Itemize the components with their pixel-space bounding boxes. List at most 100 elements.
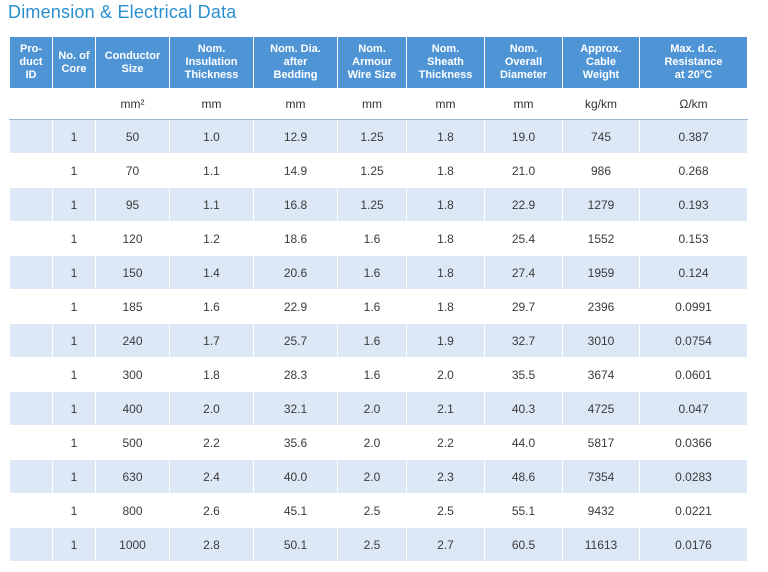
table-row: 1 185 1.6 22.9 1.6 1.8 29.7 2396 0.0991 [9, 289, 748, 324]
table-cell: 2.4 [169, 459, 254, 494]
table-cell: 1.1 [169, 187, 254, 222]
table-cell: 2396 [562, 289, 640, 324]
table-cell: 22.9 [484, 187, 563, 222]
table-cell: 0.0754 [639, 323, 748, 358]
table-cell: 1.4 [169, 255, 254, 290]
table-cell: 3674 [562, 357, 640, 392]
table-cell: 1.6 [337, 255, 407, 290]
table-cell: 2.0 [337, 425, 407, 460]
table-cell [9, 187, 53, 222]
column-header-overall-diameter: Nom. Overall Diameter [484, 36, 563, 89]
table-cell: 1.25 [337, 119, 407, 154]
table-cell: 60.5 [484, 527, 563, 562]
table-cell: 1552 [562, 221, 640, 256]
table-cell: 44.0 [484, 425, 563, 460]
table-cell: 21.0 [484, 153, 563, 188]
table-cell [9, 527, 53, 562]
table-cell: 2.8 [169, 527, 254, 562]
table-row: 1 240 1.7 25.7 1.6 1.9 32.7 3010 0.0754 [9, 323, 748, 358]
table-row: 1 95 1.1 16.8 1.25 1.8 22.9 1279 0.193 [9, 187, 748, 222]
table-cell: 20.6 [253, 255, 338, 290]
table-row: 1 400 2.0 32.1 2.0 2.1 40.3 4725 0.047 [9, 391, 748, 426]
table-cell: 12.9 [253, 119, 338, 154]
table-cell: 27.4 [484, 255, 563, 290]
table-cell: 2.5 [337, 493, 407, 528]
table-cell: 986 [562, 153, 640, 188]
table-cell: 18.6 [253, 221, 338, 256]
unit-cell: mm [253, 88, 338, 120]
table-cell: 400 [95, 391, 170, 426]
table-cell: 0.193 [639, 187, 748, 222]
table-cell: 48.6 [484, 459, 563, 494]
table-cell [9, 289, 53, 324]
table-cell: 1 [52, 119, 96, 154]
table-cell: 1.9 [406, 323, 485, 358]
unit-cell: mm [169, 88, 254, 120]
table-cell: 1 [52, 493, 96, 528]
table-cell: 2.2 [169, 425, 254, 460]
table-row: 1 120 1.2 18.6 1.6 1.8 25.4 1552 0.153 [9, 221, 748, 256]
table-cell: 0.124 [639, 255, 748, 290]
table-cell [9, 255, 53, 290]
column-header-dia-after-bedding: Nom. Dia. after Bedding [253, 36, 338, 89]
table-cell: 35.5 [484, 357, 563, 392]
table-cell: 16.8 [253, 187, 338, 222]
table-cell: 500 [95, 425, 170, 460]
table-cell: 1959 [562, 255, 640, 290]
table-row: 1 70 1.1 14.9 1.25 1.8 21.0 986 0.268 [9, 153, 748, 188]
column-header-sheath-thickness: Nom. Sheath Thickness [406, 36, 485, 89]
table-cell: 29.7 [484, 289, 563, 324]
table-cell: 1.6 [337, 357, 407, 392]
table-body: 1 50 1.0 12.9 1.25 1.8 19.0 745 0.387 1 70 1.1 14.9 1… [9, 119, 748, 562]
table-cell: 2.0 [169, 391, 254, 426]
table-cell: 32.7 [484, 323, 563, 358]
table-cell: 1 [52, 391, 96, 426]
table-cell: 22.9 [253, 289, 338, 324]
table-cell: 0.0601 [639, 357, 748, 392]
table-cell [9, 493, 53, 528]
unit-cell: Ω/km [639, 88, 748, 120]
table-cell [9, 323, 53, 358]
section-title: Dimension & Electrical Data [8, 2, 237, 22]
table-row: 1 150 1.4 20.6 1.6 1.8 27.4 1959 0.124 [9, 255, 748, 290]
unit-cell: mm [406, 88, 485, 120]
table-cell: 1 [52, 221, 96, 256]
table-cell: 0.268 [639, 153, 748, 188]
table-cell: 1 [52, 289, 96, 324]
table-cell: 745 [562, 119, 640, 154]
column-header-insulation-thickness: Nom. Insulation Thickness [169, 36, 254, 89]
table-row: 1 500 2.2 35.6 2.0 2.2 44.0 5817 0.0366 [9, 425, 748, 460]
dimension-electrical-table: Pro-duct ID No. of Core Conductor Size Nom.… [9, 36, 748, 562]
table-cell: 32.1 [253, 391, 338, 426]
column-header-conductor-size: Conductor Size [95, 36, 170, 89]
table-cell: 2.2 [406, 425, 485, 460]
table-cell: 1 [52, 153, 96, 188]
table-cell: 3010 [562, 323, 640, 358]
table-cell: 1.0 [169, 119, 254, 154]
table-cell: 1.2 [169, 221, 254, 256]
table-cell: 1 [52, 357, 96, 392]
table-cell: 1.8 [406, 255, 485, 290]
header-row: Pro-duct ID No. of Core Conductor Size Nom.… [9, 36, 748, 89]
table-cell: 35.6 [253, 425, 338, 460]
table-cell: 5817 [562, 425, 640, 460]
table-cell: 4725 [562, 391, 640, 426]
unit-cell [9, 88, 53, 120]
table-cell: 2.0 [337, 391, 407, 426]
unit-cell [52, 88, 96, 120]
table-cell: 25.4 [484, 221, 563, 256]
table-cell: 1.25 [337, 153, 407, 188]
table-cell: 0.387 [639, 119, 748, 154]
table-cell: 185 [95, 289, 170, 324]
table-row: 1 1000 2.8 50.1 2.5 2.7 60.5 11613 0.0176 [9, 527, 748, 562]
table-row: 1 630 2.4 40.0 2.0 2.3 48.6 7354 0.0283 [9, 459, 748, 494]
column-header-product-id: Pro-duct ID [9, 36, 53, 89]
table-cell: 0.0283 [639, 459, 748, 494]
table-cell: 2.6 [169, 493, 254, 528]
table-cell: 0.047 [639, 391, 748, 426]
table-cell: 19.0 [484, 119, 563, 154]
table-cell: 1279 [562, 187, 640, 222]
column-header-cable-weight: Approx. Cable Weight [562, 36, 640, 89]
table-cell: 2.5 [406, 493, 485, 528]
table-cell: 1 [52, 323, 96, 358]
